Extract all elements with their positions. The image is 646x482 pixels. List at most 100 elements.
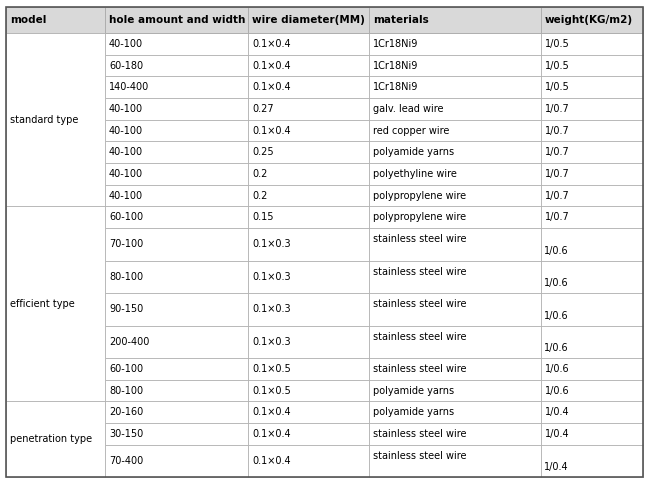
Text: polyethyline wire: polyethyline wire	[373, 169, 457, 179]
Bar	[541, 445, 643, 477]
Text: 40-100: 40-100	[109, 126, 143, 135]
Text: 0.1×0.4: 0.1×0.4	[252, 456, 291, 466]
Text: 40-100: 40-100	[109, 39, 143, 49]
Bar	[105, 358, 248, 380]
Text: stainless steel wire: stainless steel wire	[373, 234, 466, 244]
Text: penetration type: penetration type	[10, 434, 92, 444]
Bar	[369, 98, 541, 120]
Text: 1/0.4: 1/0.4	[545, 407, 570, 417]
Bar	[105, 55, 248, 77]
Bar	[248, 445, 369, 477]
Bar	[105, 7, 248, 33]
Bar	[6, 33, 105, 206]
Text: galv. lead wire: galv. lead wire	[373, 104, 444, 114]
Text: 80-100: 80-100	[109, 272, 143, 282]
Bar	[105, 77, 248, 98]
Bar	[6, 402, 105, 477]
Bar	[541, 206, 643, 228]
Text: 1/0.6: 1/0.6	[543, 343, 568, 353]
Bar	[541, 120, 643, 141]
Text: 40-100: 40-100	[109, 104, 143, 114]
Bar	[369, 7, 541, 33]
Text: 70-100: 70-100	[109, 239, 143, 249]
Bar	[105, 98, 248, 120]
Text: 1/0.6: 1/0.6	[545, 364, 570, 374]
Bar	[369, 120, 541, 141]
Text: model: model	[10, 15, 47, 25]
Text: 1/0.6: 1/0.6	[543, 246, 568, 256]
Bar	[248, 185, 369, 206]
Bar	[541, 77, 643, 98]
Text: 60-100: 60-100	[109, 212, 143, 222]
Text: stainless steel wire: stainless steel wire	[373, 451, 466, 461]
Bar	[105, 206, 248, 228]
Bar	[248, 325, 369, 358]
Bar	[105, 141, 248, 163]
Bar	[248, 261, 369, 293]
Bar	[369, 77, 541, 98]
Bar	[541, 141, 643, 163]
Bar	[248, 77, 369, 98]
Bar	[369, 206, 541, 228]
Bar	[105, 423, 248, 445]
Text: 1/0.6: 1/0.6	[545, 386, 570, 396]
Bar	[369, 358, 541, 380]
Text: 0.2: 0.2	[252, 190, 267, 201]
Bar	[248, 7, 369, 33]
Bar	[105, 261, 248, 293]
Bar	[248, 402, 369, 423]
Text: 0.2: 0.2	[252, 169, 267, 179]
Bar	[541, 33, 643, 55]
Text: 0.1×0.4: 0.1×0.4	[252, 82, 291, 92]
Text: 1/0.7: 1/0.7	[545, 169, 570, 179]
Text: 40-100: 40-100	[109, 147, 143, 157]
Text: 0.15: 0.15	[252, 212, 274, 222]
Text: 1/0.4: 1/0.4	[543, 462, 568, 472]
Text: polyamide yarns: polyamide yarns	[373, 407, 454, 417]
Bar	[248, 120, 369, 141]
Bar	[248, 98, 369, 120]
Bar	[369, 445, 541, 477]
Text: weight(KG/m2): weight(KG/m2)	[545, 15, 633, 25]
Text: 0.1×0.3: 0.1×0.3	[252, 272, 291, 282]
Text: 1Cr18Ni9: 1Cr18Ni9	[373, 61, 419, 70]
Bar	[6, 7, 105, 33]
Bar	[105, 445, 248, 477]
Text: 0.27: 0.27	[252, 104, 274, 114]
Text: 1Cr18Ni9: 1Cr18Ni9	[373, 39, 419, 49]
Bar	[369, 163, 541, 185]
Text: efficient type: efficient type	[10, 299, 75, 309]
Text: 200-400: 200-400	[109, 337, 149, 347]
Bar	[105, 380, 248, 402]
Bar	[105, 325, 248, 358]
Bar	[369, 141, 541, 163]
Bar	[541, 293, 643, 325]
Bar	[248, 163, 369, 185]
Text: hole amount and width: hole amount and width	[109, 15, 245, 25]
Text: 0.1×0.4: 0.1×0.4	[252, 39, 291, 49]
Bar	[541, 55, 643, 77]
Text: 0.1×0.4: 0.1×0.4	[252, 61, 291, 70]
Bar	[369, 402, 541, 423]
Text: 1/0.6: 1/0.6	[543, 278, 568, 288]
Bar	[105, 163, 248, 185]
Bar	[541, 98, 643, 120]
Text: 1/0.5: 1/0.5	[545, 82, 570, 92]
Bar	[105, 402, 248, 423]
Text: 0.1×0.3: 0.1×0.3	[252, 239, 291, 249]
Text: stainless steel wire: stainless steel wire	[373, 332, 466, 342]
Bar	[541, 163, 643, 185]
Text: stainless steel wire: stainless steel wire	[373, 299, 466, 309]
Bar	[248, 33, 369, 55]
Text: 0.1×0.3: 0.1×0.3	[252, 337, 291, 347]
Text: 1/0.7: 1/0.7	[545, 126, 570, 135]
Bar	[248, 423, 369, 445]
Bar	[541, 261, 643, 293]
Text: 1/0.7: 1/0.7	[545, 104, 570, 114]
Text: 0.1×0.5: 0.1×0.5	[252, 364, 291, 374]
Text: 60-100: 60-100	[109, 364, 143, 374]
Bar	[248, 380, 369, 402]
Bar	[105, 228, 248, 261]
Text: 1/0.7: 1/0.7	[545, 190, 570, 201]
Text: 70-400: 70-400	[109, 456, 143, 466]
